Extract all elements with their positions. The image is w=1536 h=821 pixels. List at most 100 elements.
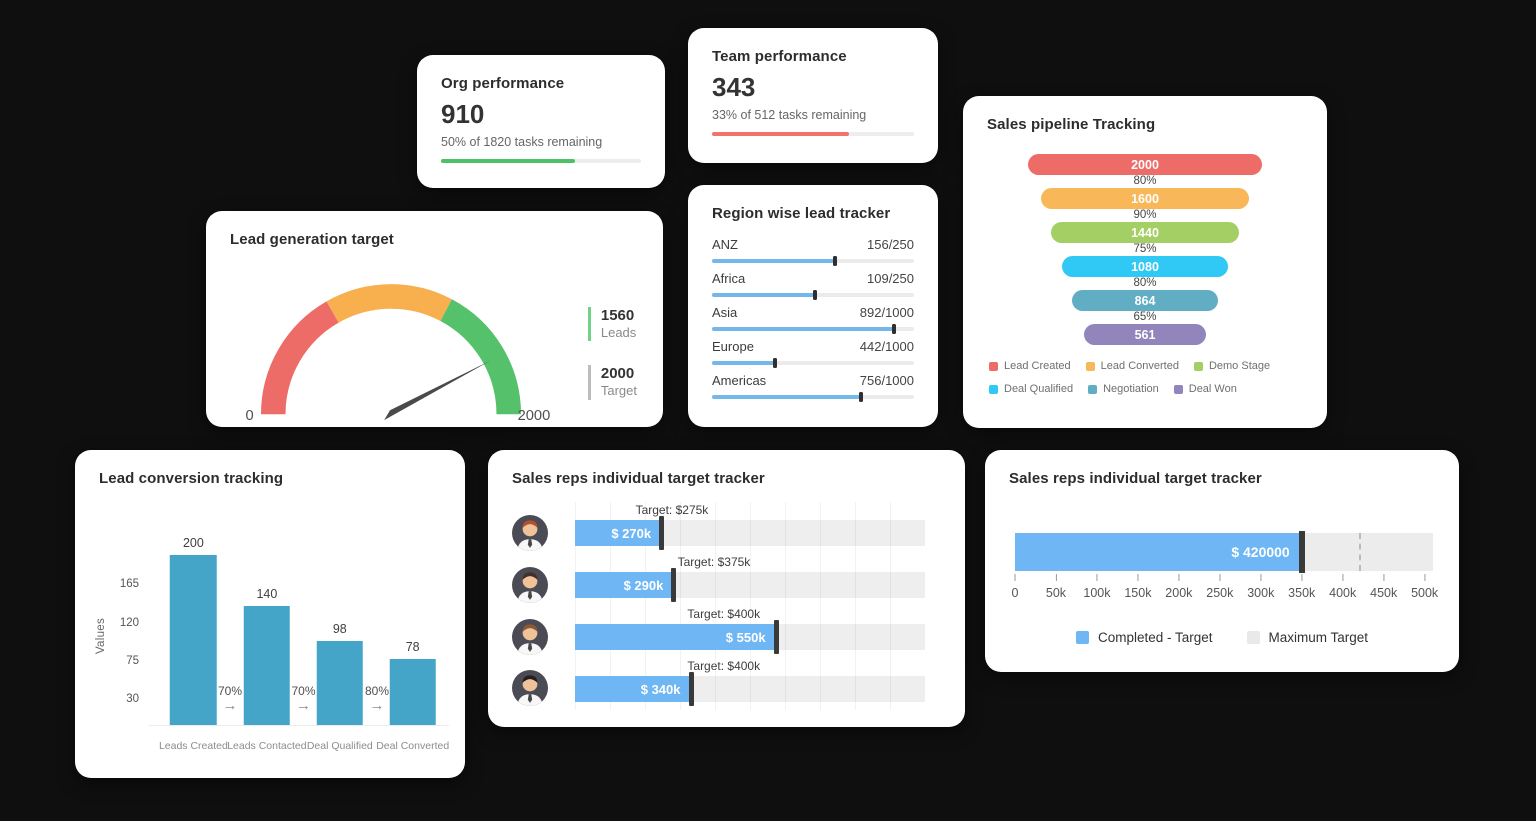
org-performance-card: Org performance 910 50% of 1820 tasks re…	[417, 55, 665, 188]
x-axis-tick: 150k	[1124, 574, 1151, 600]
legend-item[interactable]: Deal Qualified	[989, 383, 1073, 395]
x-axis-tick: 300k	[1247, 574, 1274, 600]
funnel-stage[interactable]: 1440	[1051, 222, 1239, 243]
tick-mark	[1301, 574, 1303, 581]
conversion-bar[interactable]: 140	[243, 587, 291, 725]
sales-reps-single-card: Sales reps individual target tracker $ 4…	[985, 450, 1459, 672]
x-axis-tick: 50k	[1046, 574, 1066, 600]
conversion-rate-value: 70%	[217, 684, 243, 699]
gauge-min-label: 0	[245, 408, 253, 424]
region-progress-track	[712, 324, 914, 334]
x-axis-category: Deal Converted	[376, 740, 450, 752]
legend-label: Maximum Target	[1268, 630, 1369, 645]
funnel-stage[interactable]: 1080	[1061, 256, 1229, 277]
leads-value: 1560	[600, 307, 635, 324]
conversion-bar[interactable]: 200	[170, 536, 217, 725]
conversion-bar-chart: Values 165 120 75 30 200 140 98 78 70% → …	[95, 536, 449, 752]
right-arrow-icon: →	[369, 696, 385, 714]
region-name: Americas	[712, 373, 767, 388]
lead-conversion-card: Lead conversion tracking Values 165 120 …	[75, 450, 465, 778]
region-name: Europe	[712, 339, 754, 354]
sales-rep-avatar	[512, 515, 548, 551]
conversion-rate-annotation: 70% →	[291, 684, 315, 712]
region-row: Asia 892/1000	[712, 305, 914, 339]
tick-label: 50k	[1045, 586, 1067, 600]
region-value: 442/1000	[859, 339, 914, 354]
conversion-rate-annotation: 70% →	[217, 684, 243, 714]
legend-label: Lead Converted	[1100, 360, 1179, 372]
tick-mark	[1219, 574, 1221, 581]
x-axis-category: Deal Qualified	[306, 740, 373, 752]
rep-row: Target: $375k $ 290k	[575, 554, 925, 606]
conversion-bar[interactable]: 98	[316, 622, 364, 725]
sales-pipeline-title: Sales pipeline Tracking	[987, 116, 1156, 133]
single-bar-fill[interactable]: $ 420000	[1015, 533, 1302, 571]
right-arrow-icon: →	[222, 696, 238, 714]
funnel-stage-value: 2000	[1131, 157, 1159, 172]
y-axis-tick: 30	[126, 693, 139, 706]
region-progress-marker	[772, 358, 777, 368]
region-value: 156/250	[867, 237, 914, 252]
region-progress-marker	[859, 392, 864, 402]
region-name: Africa	[712, 271, 746, 286]
gauge-max-label: 2000	[518, 408, 551, 424]
legend-item[interactable]: Negotiation	[1088, 383, 1159, 395]
tick-label: 250k	[1206, 586, 1234, 600]
legend-label: Completed - Target	[1097, 630, 1213, 645]
gauge-chart: 0 2000	[245, 284, 551, 424]
conversion-rate-value: 80%	[364, 684, 390, 699]
sales-rep-avatar	[512, 619, 548, 655]
legend-label: Demo Stage	[1208, 360, 1271, 372]
bar-value-label: 98	[332, 622, 347, 637]
funnel-chart: 2000 80% 1600 90% 1440 75% 1080 80% 864 …	[1028, 154, 1262, 345]
gauge-legend-leads: 1560 Leads	[587, 307, 637, 342]
legend-item[interactable]: Lead Created	[989, 360, 1071, 372]
conversion-bar[interactable]: 78	[389, 640, 436, 725]
funnel-stage[interactable]: 864	[1072, 290, 1218, 311]
rep-bar-value: $ 550k	[725, 629, 766, 645]
team-progress-fill	[712, 132, 850, 136]
target-label: Target	[600, 383, 637, 399]
legend-swatch	[1088, 384, 1098, 394]
region-progress-track	[712, 290, 914, 300]
legend-item[interactable]: Completed - Target	[1075, 630, 1213, 645]
region-row: Europe 442/1000	[712, 339, 914, 373]
rep-bar-fill[interactable]: $ 290k	[575, 572, 674, 598]
funnel-stage-value: 864	[1134, 293, 1156, 308]
team-performance-subtitle: 33% of 512 tasks remaining	[712, 108, 867, 122]
single-bar-value: $ 420000	[1231, 544, 1290, 560]
team-progress-track	[712, 132, 914, 136]
region-progress-marker	[813, 290, 818, 300]
lead-generation-title: Lead generation target	[230, 231, 394, 248]
rep-bar-track: $ 270k	[575, 516, 925, 550]
legend-item[interactable]: Maximum Target	[1246, 630, 1369, 645]
leads-label: Leads	[600, 325, 637, 340]
legend-swatch	[1075, 631, 1089, 644]
rep-bar-marker	[688, 672, 694, 706]
region-rows: ANZ 156/250 Africa 109/250 Asia 892/1000 Eu…	[712, 237, 914, 407]
funnel-stage[interactable]: 561	[1084, 324, 1206, 345]
org-performance-title: Org performance	[441, 75, 565, 92]
funnel-stage[interactable]: 2000	[1028, 154, 1262, 175]
rep-bar-marker	[671, 568, 677, 602]
funnel-stage[interactable]: 1600	[1040, 188, 1250, 209]
legend-item[interactable]: Lead Converted	[1085, 360, 1179, 372]
x-axis-category: Leads Created	[158, 740, 228, 752]
region-tracker-title: Region wise lead tracker	[712, 205, 891, 222]
region-row: ANZ 156/250	[712, 237, 914, 271]
y-axis-tick: 165	[119, 578, 139, 591]
rep-bar-fill[interactable]: $ 270k	[575, 520, 662, 546]
legend-item[interactable]: Deal Won	[1173, 383, 1237, 395]
sales-pipeline-card: Sales pipeline Tracking 2000 80% 1600 90…	[963, 96, 1327, 428]
rep-bar-fill[interactable]: $ 340k	[575, 676, 691, 702]
rep-bar-value: $ 290k	[623, 577, 664, 593]
funnel-stage-value: 1080	[1131, 259, 1159, 274]
x-axis-tick: 200k	[1165, 574, 1192, 600]
rep-bar-fill[interactable]: $ 550k	[575, 624, 776, 650]
region-progress-fill	[712, 293, 816, 297]
legend-item[interactable]: Demo Stage	[1193, 360, 1271, 372]
funnel-stage-value: 561	[1134, 327, 1156, 342]
x-axis-tick: 350k	[1288, 574, 1315, 600]
legend-label: Deal Qualified	[1004, 383, 1074, 395]
